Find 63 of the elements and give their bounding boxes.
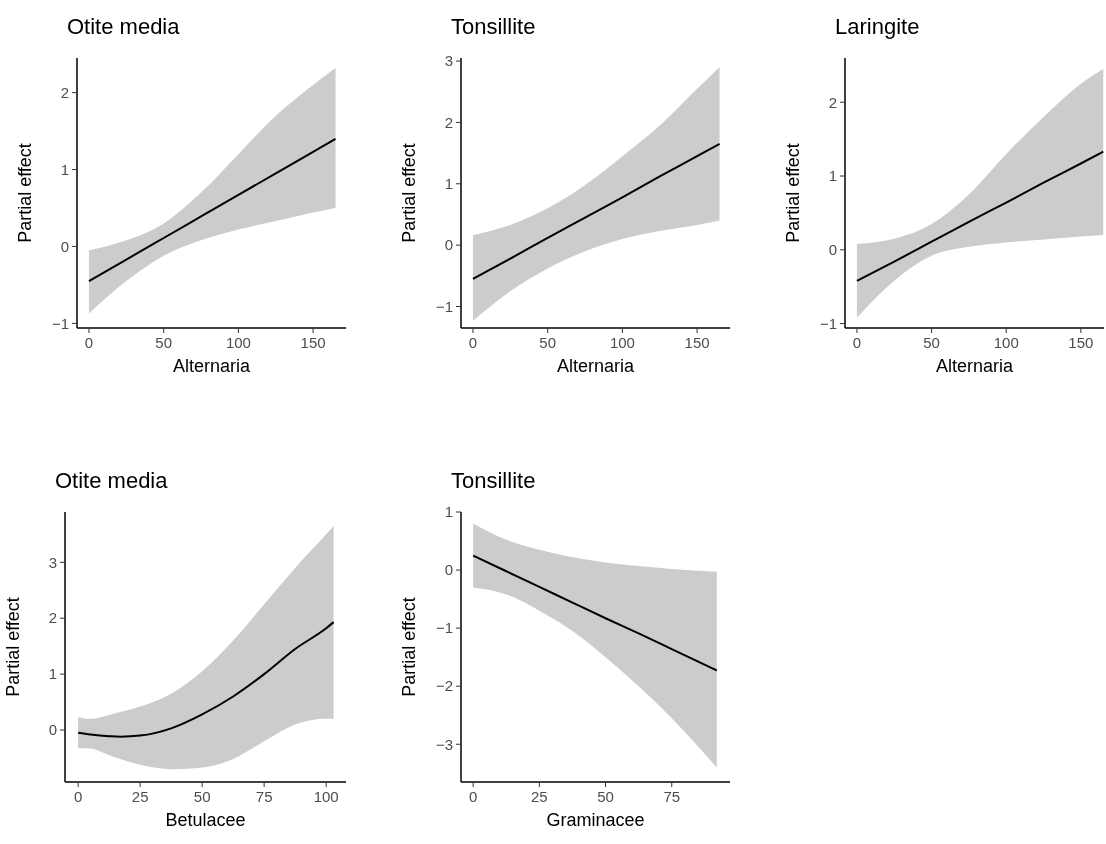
chart-title: Laringite <box>835 14 920 39</box>
x-tick-label: 100 <box>313 788 339 805</box>
line-series <box>77 621 335 738</box>
y-tick-label: 1 <box>60 160 69 178</box>
x-tick-label: 100 <box>609 334 635 351</box>
y-tick-label: 1 <box>444 175 453 193</box>
x-tick-label: 50 <box>539 334 557 351</box>
y-axis-title: Partial effect <box>399 597 419 697</box>
x-tick-label: 100 <box>225 334 251 351</box>
x-tick-label: 0 <box>73 788 83 805</box>
x-tick-label: 25 <box>131 788 149 805</box>
y-tick-label: −3 <box>435 735 453 753</box>
x-tick-label: 50 <box>597 788 614 805</box>
line-series <box>471 142 721 280</box>
x-tick-label: 50 <box>193 788 211 805</box>
y-tick-label: 0 <box>444 561 453 579</box>
y-tick-label: −1 <box>435 619 453 637</box>
y-tick-label: 2 <box>444 113 453 131</box>
y-tick-label: −1 <box>819 314 837 332</box>
y-tick-label: 2 <box>828 93 837 111</box>
x-tick-label: 50 <box>923 334 940 351</box>
chart-title: Otite media <box>55 468 169 493</box>
x-tick-label: 75 <box>663 788 681 805</box>
x-tick-label: 0 <box>469 788 478 805</box>
x-tick-label: 100 <box>993 334 1019 351</box>
line-series <box>87 137 337 283</box>
x-tick-label: 150 <box>300 334 326 351</box>
y-tick-label: 1 <box>444 503 453 521</box>
x-tick-label: 50 <box>155 334 173 351</box>
y-tick-label: 0 <box>48 721 57 739</box>
y-tick-label: 1 <box>828 167 837 185</box>
y-tick-label: −2 <box>435 677 453 695</box>
x-axis-title: Alternaria <box>556 356 635 376</box>
x-axis-title: Alternaria <box>172 356 251 376</box>
y-tick-label: 3 <box>444 52 453 70</box>
x-tick-label: 25 <box>531 788 548 805</box>
y-tick-label: −1 <box>435 297 453 315</box>
x-tick-label: 75 <box>255 788 273 805</box>
chart-title: Tonsillite <box>451 14 536 39</box>
y-tick-label: 1 <box>48 665 57 683</box>
y-tick-label: 2 <box>48 609 57 627</box>
y-tick-label: 0 <box>828 241 837 259</box>
x-tick-label: 150 <box>1068 334 1094 351</box>
y-tick-label: 0 <box>444 236 453 254</box>
x-tick-label: 0 <box>852 334 862 351</box>
y-tick-label: 3 <box>48 553 57 571</box>
x-axis-title: Graminacee <box>546 810 645 830</box>
line-series <box>855 150 1105 282</box>
chart-title: Tonsillite <box>451 468 536 493</box>
y-axis-title: Partial effect <box>3 597 23 697</box>
x-axis-title: Betulacee <box>165 810 246 830</box>
y-axis-title: Partial effect <box>15 143 35 243</box>
line-series <box>472 554 718 672</box>
y-axis-title: Partial effect <box>783 143 803 243</box>
x-tick-label: 0 <box>468 334 478 351</box>
y-tick-label: 0 <box>60 237 69 255</box>
x-tick-label: 150 <box>684 334 710 351</box>
y-axis-title: Partial effect <box>399 143 419 243</box>
y-tick-label: 2 <box>60 83 69 101</box>
x-axis-title: Alternaria <box>935 356 1014 376</box>
chart-title: Otite media <box>67 14 181 39</box>
y-tick-label: −1 <box>51 314 69 332</box>
x-tick-label: 0 <box>84 334 94 351</box>
